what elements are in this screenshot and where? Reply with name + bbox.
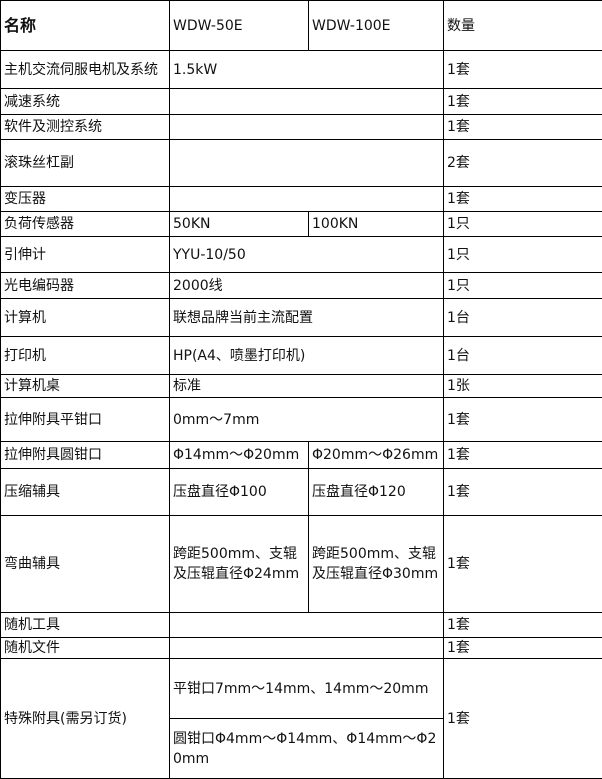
item-spec-50e: Φ14mm～Φ20mm	[170, 442, 309, 469]
item-spec: YYU-10/50	[170, 237, 444, 273]
item-qty: 1套	[444, 638, 602, 659]
item-qty: 1台	[444, 337, 602, 375]
item-qty: 1只	[444, 212, 602, 237]
item-name: 软件及测控系统	[1, 115, 170, 140]
item-name: 引伸计	[1, 237, 170, 273]
table-row: 变压器 1套	[1, 187, 602, 212]
item-name: 变压器	[1, 187, 170, 212]
item-name: 弯曲辅具	[1, 516, 170, 613]
item-qty: 1套	[444, 115, 602, 140]
header-model-b: WDW-100E	[309, 1, 444, 51]
item-name: 随机工具	[1, 613, 170, 638]
item-spec-50e: 压盘直径Φ100	[170, 469, 309, 516]
item-name: 减速系统	[1, 89, 170, 115]
item-spec-50e: 跨距500mm、支辊及压辊直径Φ24mm	[170, 516, 309, 613]
item-qty: 1套	[444, 51, 602, 89]
header-name: 名称	[1, 1, 170, 51]
item-qty: 1套	[444, 516, 602, 613]
item-spec	[170, 187, 444, 212]
item-spec: 0mm～7mm	[170, 398, 444, 442]
item-qty: 1套	[444, 89, 602, 115]
header-row: 名称 WDW-50E WDW-100E 数量	[1, 1, 602, 51]
table-row: 随机文件 1套	[1, 638, 602, 659]
item-name: 滚珠丝杠副	[1, 140, 170, 187]
item-spec-100e: 压盘直径Φ120	[309, 469, 444, 516]
item-qty: 2套	[444, 140, 602, 187]
item-name: 计算机	[1, 299, 170, 337]
item-name: 主机交流伺服电机及系统	[1, 51, 170, 89]
item-spec: 2000线	[170, 273, 444, 299]
item-name: 随机文件	[1, 638, 170, 659]
item-name: 特殊附具(需另订货)	[1, 659, 170, 779]
item-name: 拉伸附具平钳口	[1, 398, 170, 442]
item-qty: 1套	[444, 442, 602, 469]
item-spec: 联想品牌当前主流配置	[170, 299, 444, 337]
item-qty: 1套	[444, 659, 602, 779]
item-spec: HP(A4、喷墨打印机)	[170, 337, 444, 375]
item-qty: 1台	[444, 299, 602, 337]
item-spec	[170, 638, 444, 659]
table-row: 减速系统 1套	[1, 89, 602, 115]
item-name: 计算机桌	[1, 375, 170, 398]
item-qty: 1套	[444, 613, 602, 638]
item-spec	[170, 115, 444, 140]
item-spec: 标准	[170, 375, 444, 398]
item-name: 打印机	[1, 337, 170, 375]
item-qty: 1套	[444, 469, 602, 516]
table-row: 随机工具 1套	[1, 613, 602, 638]
item-qty: 1套	[444, 398, 602, 442]
table-row: 滚珠丝杠副 2套	[1, 140, 602, 187]
table-row: 软件及测控系统 1套	[1, 115, 602, 140]
item-name: 拉伸附具圆钳口	[1, 442, 170, 469]
item-spec-100e: 跨距500mm、支辊及压辊直径Φ30mm	[309, 516, 444, 613]
item-name: 负荷传感器	[1, 212, 170, 237]
item-spec	[170, 140, 444, 187]
header-qty: 数量	[444, 1, 602, 51]
header-model-a: WDW-50E	[170, 1, 309, 51]
item-spec-50e: 50KN	[170, 212, 309, 237]
item-spec: 1.5kW	[170, 51, 444, 89]
item-qty: 1套	[444, 187, 602, 212]
item-spec-100e: 100KN	[309, 212, 444, 237]
item-name: 光电编码器	[1, 273, 170, 299]
item-spec-100e: Φ20mm～Φ26mm	[309, 442, 444, 469]
item-qty: 1只	[444, 273, 602, 299]
item-name: 压缩辅具	[1, 469, 170, 516]
item-spec	[170, 613, 444, 638]
special-option: 圆钳口Φ4mm～Φ14mm、Φ14mm～Φ20mm	[170, 719, 444, 779]
item-qty: 1只	[444, 237, 602, 273]
special-option: 平钳口7mm～14mm、14mm～20mm	[170, 659, 444, 719]
item-qty: 1张	[444, 375, 602, 398]
item-spec	[170, 89, 444, 115]
